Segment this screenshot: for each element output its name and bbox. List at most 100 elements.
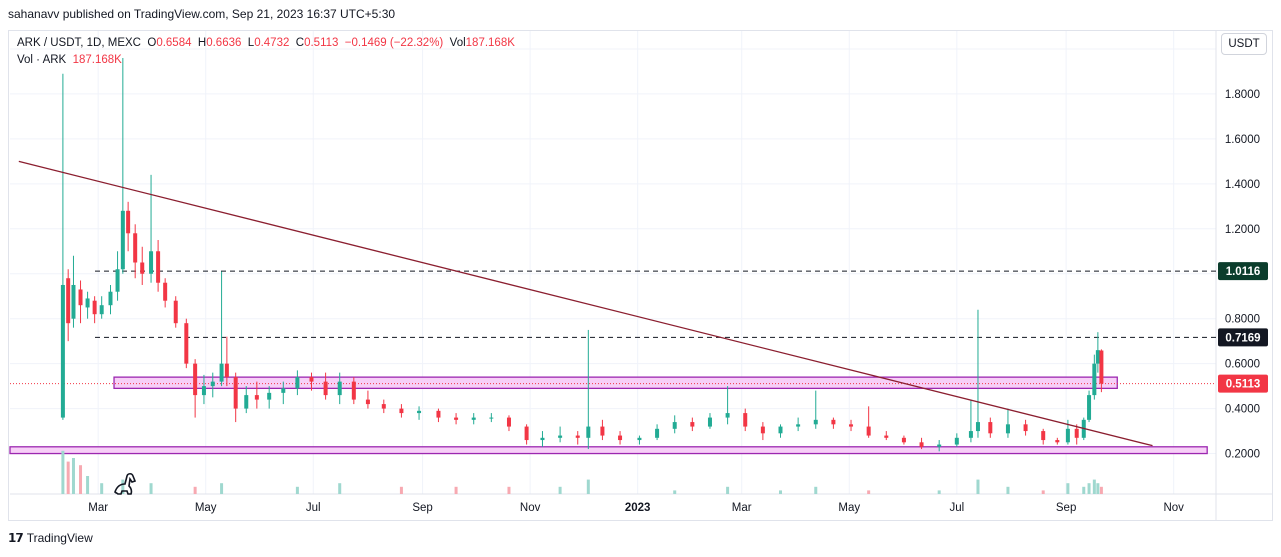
price-label: 0.5113 <box>1218 374 1268 393</box>
low-value: 0.4732 <box>254 37 290 49</box>
candle <box>586 329 591 450</box>
price-axis: 0.20000.40000.60000.80001.00001.20001.40… <box>1225 44 1260 461</box>
candle <box>1074 424 1079 445</box>
candle <box>1041 428 1046 445</box>
volume-bar <box>673 490 677 494</box>
candle <box>99 296 104 319</box>
candle <box>506 415 511 432</box>
candle <box>575 431 580 445</box>
candle-body <box>156 251 161 283</box>
volume-value: 187.168K <box>465 37 515 49</box>
volume-bar <box>1082 486 1086 494</box>
candle <box>149 174 154 283</box>
volume-bar <box>193 486 197 494</box>
volume-bar <box>779 490 782 494</box>
candle-body <box>219 363 224 382</box>
time-tick-label: Sep <box>412 502 432 514</box>
candle-body <box>813 419 818 425</box>
candle-body <box>884 435 889 438</box>
candle-body <box>108 291 113 306</box>
price-label-text: 0.7169 <box>1225 332 1260 344</box>
candle-body <box>506 417 511 427</box>
time-tick-label: 2023 <box>625 502 651 514</box>
candle <box>173 296 178 328</box>
price-label-bg <box>1218 328 1268 347</box>
candle <box>1023 419 1028 436</box>
candle-body <box>115 269 120 292</box>
candle-body <box>201 386 206 396</box>
candle <box>988 417 993 438</box>
candle <box>156 240 161 292</box>
candle <box>381 399 386 414</box>
volume-bar <box>66 461 70 494</box>
trendline-layer <box>18 160 1153 447</box>
volume-bar <box>1092 479 1096 494</box>
candle-body <box>140 262 145 274</box>
candle <box>184 318 189 369</box>
symbol-label[interactable]: ARK / USDT, 1D, MEXC <box>17 37 141 49</box>
candle <box>760 422 765 441</box>
candle-body <box>85 298 90 308</box>
candle-body <box>351 381 356 400</box>
candle <box>417 406 422 420</box>
candle <box>295 370 300 396</box>
close-label: C <box>295 37 305 49</box>
candle <box>849 419 854 432</box>
candle-body <box>796 424 801 427</box>
candle-body <box>337 381 342 396</box>
candle <box>471 413 476 425</box>
candle <box>831 417 836 429</box>
candle <box>672 415 677 434</box>
zones <box>9 376 1208 455</box>
price-label: 0.7169 <box>1218 328 1268 347</box>
horizontal-levels <box>10 270 1216 385</box>
candle <box>193 359 198 418</box>
candle-body <box>193 363 198 396</box>
candle-body <box>489 417 494 419</box>
candle-body <box>233 377 238 409</box>
volume-indicator-label[interactable]: Vol · ARK <box>17 54 67 66</box>
time-tick-label: Nov <box>520 502 541 514</box>
volume-bar <box>507 486 511 494</box>
volume-label: Vol <box>449 37 466 49</box>
candle <box>454 413 459 425</box>
candle <box>707 413 712 429</box>
volume-bar <box>1087 483 1091 494</box>
candle <box>690 417 695 432</box>
candle-body <box>1074 428 1079 438</box>
chart-legend: ARK / USDT, 1D, MEXC O0.6584 H0.6636 L0.… <box>17 35 515 69</box>
candle-body <box>1099 350 1104 384</box>
candle-body <box>968 431 973 438</box>
candle-body <box>524 426 529 441</box>
candle-body <box>1087 395 1092 420</box>
candle-body <box>919 442 924 447</box>
candle-body <box>126 210 131 234</box>
candle <box>309 372 314 391</box>
currency-button[interactable]: USDT <box>1221 33 1267 55</box>
candle-body <box>707 417 712 427</box>
price-tick-label: 1.6000 <box>1225 134 1260 146</box>
candle-body <box>937 444 942 447</box>
candle-body <box>78 289 83 306</box>
candle-body <box>471 417 476 420</box>
candle-body <box>637 437 642 441</box>
candle-body <box>173 300 178 324</box>
candle <box>436 408 441 423</box>
price-tick-label: 0.6000 <box>1225 359 1260 371</box>
candle-body <box>1065 428 1070 443</box>
candle-body <box>988 422 993 434</box>
footer-brand[interactable]: 𝟭𝟳 TradingView <box>8 531 93 545</box>
candle-body <box>1092 363 1097 396</box>
candle-body <box>725 413 730 418</box>
candle-body <box>778 426 783 434</box>
candle-body <box>66 278 71 324</box>
price-label-bg <box>1218 374 1268 393</box>
price-tick-label: 1.2000 <box>1225 224 1260 236</box>
volume-bar <box>1006 486 1010 494</box>
candle <box>60 73 65 420</box>
candle <box>399 404 404 418</box>
candle-body <box>1023 424 1028 432</box>
time-tick-label: May <box>838 502 860 514</box>
candle <box>489 413 494 423</box>
